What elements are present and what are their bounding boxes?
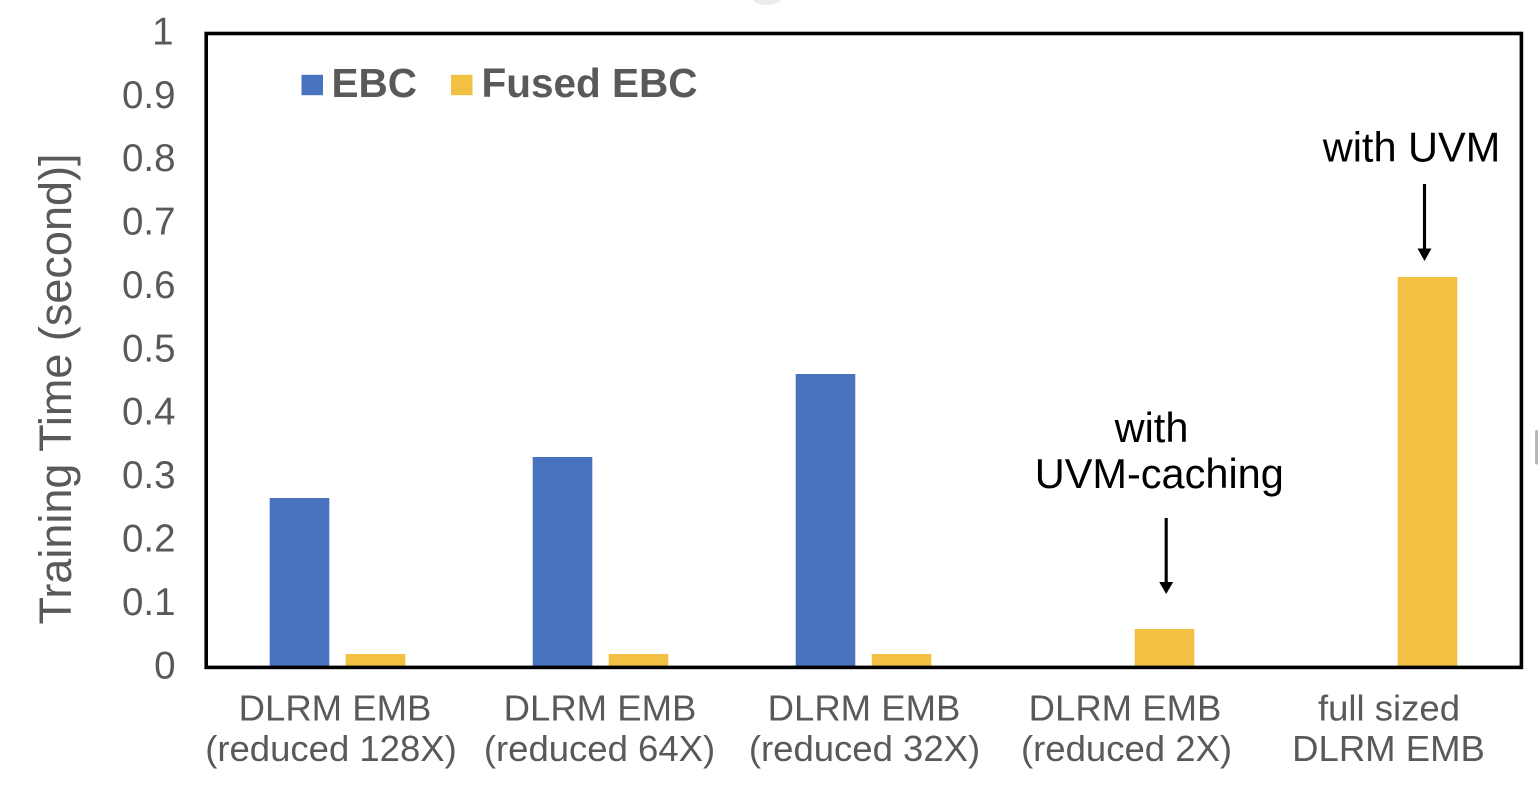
svg-text:with: with — [1114, 404, 1189, 451]
svg-text:(reduced 64X): (reduced 64X) — [484, 728, 715, 769]
svg-text:DLRM EMB: DLRM EMB — [1292, 728, 1485, 769]
svg-text:0.3: 0.3 — [122, 454, 176, 497]
svg-text:EBC: EBC — [332, 60, 418, 106]
svg-text:0.5: 0.5 — [122, 327, 176, 370]
svg-text:Fused EBC: Fused EBC — [482, 60, 698, 106]
svg-text:0.8: 0.8 — [122, 137, 176, 180]
svg-text:UVM-caching: UVM-caching — [1035, 450, 1284, 497]
svg-text:Training Time (second)]: Training Time (second)] — [30, 153, 81, 624]
svg-text:0: 0 — [154, 644, 175, 687]
svg-text:0.6: 0.6 — [122, 264, 176, 307]
svg-text:0.7: 0.7 — [122, 201, 176, 244]
svg-text:DLRM EMB: DLRM EMB — [504, 688, 697, 729]
svg-text:full sized: full sized — [1318, 688, 1460, 729]
svg-text:1: 1 — [152, 10, 173, 53]
svg-text:(reduced 128X): (reduced 128X) — [205, 728, 457, 769]
svg-text:0.1: 0.1 — [122, 581, 176, 624]
svg-text:DLRM EMB: DLRM EMB — [239, 688, 432, 729]
svg-text:DLRM EMB: DLRM EMB — [1029, 688, 1222, 729]
svg-text:0.9: 0.9 — [122, 74, 176, 117]
svg-text:0.2: 0.2 — [122, 518, 176, 561]
svg-text:DLRM EMB: DLRM EMB — [768, 688, 961, 729]
svg-text:(reduced 2X): (reduced 2X) — [1021, 728, 1232, 769]
svg-text:(reduced 32X): (reduced 32X) — [749, 728, 980, 769]
svg-text:with UVM: with UVM — [1322, 124, 1501, 171]
svg-text:0.4: 0.4 — [122, 391, 176, 434]
